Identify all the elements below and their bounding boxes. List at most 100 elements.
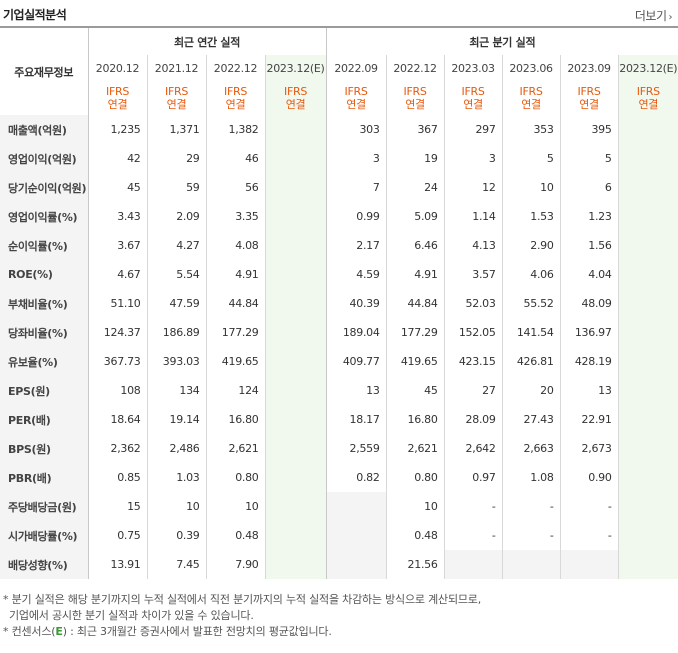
table-cell [325, 492, 387, 521]
ifrs-label: IFRS [284, 85, 308, 98]
table-row: PER(배) 18.64 19.14 16.80 18.17 16.80 28.09 27.4… [0, 405, 678, 434]
row-label: 당좌비율(%) [0, 318, 88, 347]
table-cell: 27.43 [501, 405, 561, 434]
table-cell [617, 434, 678, 463]
table-cell [264, 144, 327, 173]
period-header-row: 2020.12 2021.12 2022.12 2023.12(E) 2022.09 20… [0, 55, 678, 81]
table-cell: 124 [205, 376, 265, 405]
consolidated-label: 연결 [107, 98, 128, 111]
consolidated-label: 연결 [463, 98, 483, 111]
table-cell: 46 [205, 144, 265, 173]
ifrs-badge: IFRS 연결 [617, 81, 678, 115]
table-cell: 18.17 [325, 405, 387, 434]
table-cell: 5.09 [385, 202, 445, 231]
row-label: 배당성향(%) [0, 550, 88, 579]
ifrs-label: IFRS [165, 85, 188, 98]
table-cell: 303 [325, 115, 387, 144]
table-cell [264, 434, 327, 463]
table-cell [264, 260, 327, 289]
ifrs-label: IFRS [344, 85, 368, 98]
more-link[interactable]: 더보기 › [635, 7, 673, 24]
table-cell [325, 550, 387, 579]
consolidated-label: 연결 [166, 98, 187, 111]
ifrs-badge: IFRS 연결 [385, 81, 445, 115]
table-cell: 4.08 [205, 231, 265, 260]
table-cell [617, 173, 678, 202]
period-header: 2023.03 [443, 55, 503, 81]
table-cell [443, 550, 503, 579]
table-cell: 10 [385, 492, 445, 521]
table-cell [617, 115, 678, 144]
table-cell: 141.54 [501, 318, 561, 347]
chevron-right-icon: › [668, 12, 673, 23]
table-cell: 393.03 [146, 347, 206, 376]
table-cell: 6.46 [385, 231, 445, 260]
table-cell: 7 [325, 173, 387, 202]
table-cell: 2,673 [559, 434, 619, 463]
table-cell [264, 463, 327, 492]
row-label: 매출액(억원) [0, 115, 88, 144]
table-row: 당좌비율(%) 124.37 186.89 177.29 189.04 177.29 152… [0, 318, 678, 347]
table-cell: - [443, 492, 503, 521]
table-row: 유보율(%) 367.73 393.03 419.65 409.77 419.65 423.… [0, 347, 678, 376]
table-cell [264, 347, 327, 376]
notes: * 분기 실적은 해당 분기까지의 누적 실적에서 직전 분기까지의 누적 실적… [3, 592, 673, 640]
annual-group-header: 최근 연간 실적 [87, 26, 327, 55]
ifrs-badge: IFRS 연결 [559, 81, 619, 115]
ifrs-label: IFRS [461, 85, 485, 98]
table-cell: 3.43 [87, 202, 147, 231]
ifrs-label: IFRS [106, 85, 129, 98]
table-cell [325, 521, 387, 550]
table-cell [617, 405, 678, 434]
consolidated-label: 연결 [285, 98, 306, 111]
table-row: 주당배당금(원) 15 10 10 10- - - [0, 492, 678, 521]
financial-summary-table: 주요재무정보 최근 연간 실적 최근 분기 실적 2020.12 2021.12 2… [0, 26, 678, 579]
table-cell: 2,663 [501, 434, 561, 463]
row-label: PER(배) [0, 405, 88, 434]
table-cell [617, 289, 678, 318]
table-cell: 0.99 [325, 202, 387, 231]
row-label: ROE(%) [0, 260, 88, 289]
period-header: 2022.09 [325, 55, 387, 81]
ifrs-badge: IFRS 연결 [205, 81, 265, 115]
ifrs-badge: IFRS 연결 [325, 81, 387, 115]
period-header: 2022.12 [385, 55, 445, 81]
table-cell: 0.85 [87, 463, 147, 492]
table-cell: 4.06 [501, 260, 561, 289]
table-cell: 136.97 [559, 318, 619, 347]
table-cell: 20 [501, 376, 561, 405]
table-cell: 2,362 [87, 434, 147, 463]
ifrs-badge: IFRS 연결 [443, 81, 503, 115]
table-cell: - [559, 521, 619, 550]
table-cell: 423.15 [443, 347, 503, 376]
table-cell: 0.75 [87, 521, 147, 550]
table-cell: 4.59 [325, 260, 387, 289]
table-row: EPS(원) 108 134 124 13 45 27 20 13 [0, 376, 678, 405]
note-line-2: 기업에서 공시한 분기 실적과 차이가 있을 수 있습니다. [9, 609, 254, 622]
table-row: PBR(배) 0.85 1.03 0.80 0.82 0.80 0.97 1.08 0.90 [0, 463, 678, 492]
period-header: 2023.12(E) [617, 55, 678, 81]
table-cell: 108 [87, 376, 147, 405]
table-cell [264, 318, 327, 347]
table-cell: 29 [146, 144, 206, 173]
table-cell: 409.77 [325, 347, 387, 376]
table-cell: - [501, 521, 561, 550]
table-cell [617, 550, 678, 579]
table-cell: 3.57 [443, 260, 503, 289]
ifrs-header-row: IFRS 연결 IFRS 연결 IFRS 연결 IFRS 연결 IFRS 연결 IFRS 연결 IFRS… [0, 81, 678, 115]
table-cell: 0.82 [325, 463, 387, 492]
row-label: 부채비율(%) [0, 289, 88, 318]
table-cell: 56 [205, 173, 265, 202]
consolidated-label: 연결 [638, 98, 659, 111]
table-cell: 0.80 [385, 463, 445, 492]
table-cell: 4.04 [559, 260, 619, 289]
table-cell: 15 [87, 492, 147, 521]
table-cell: 21.56 [385, 550, 445, 579]
table-cell [617, 202, 678, 231]
table-cell: 3 [443, 144, 503, 173]
table-cell: 426.81 [501, 347, 561, 376]
table-cell [264, 492, 327, 521]
consolidated-label: 연결 [346, 98, 366, 111]
consolidated-label: 연결 [521, 98, 541, 111]
consolidated-label: 연결 [405, 98, 425, 111]
